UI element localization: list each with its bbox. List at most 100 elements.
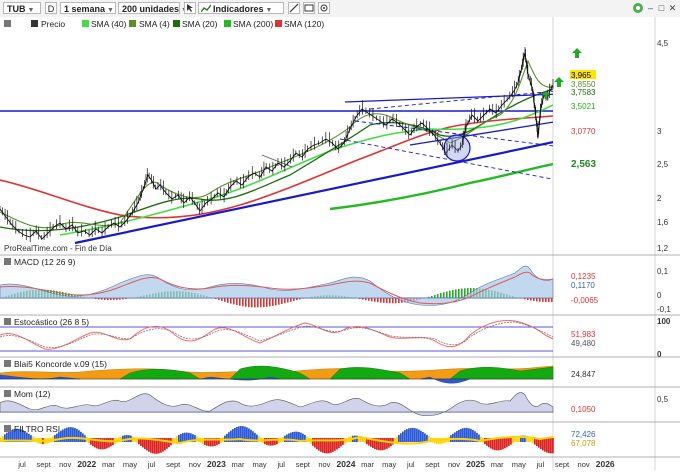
rsi-bar [550,438,552,453]
indicators-button[interactable]: Indicadores▼ [198,2,284,14]
rsi-filter-value: 67,078 [571,439,596,448]
legend-swatch-sma200 [224,20,231,27]
x-axis-label: jul [147,460,156,469]
x-axis-label: sept [166,460,181,469]
legend-swatch-sma120 [275,20,282,27]
rsi-bar [504,438,506,448]
rsi-bar [414,428,416,442]
macd-hist-bar [233,298,235,304]
rsi-bar [460,429,462,442]
settings-icon[interactable] [4,360,11,367]
price-tick: 2 [657,194,662,203]
maximize-icon[interactable]: □ [656,3,667,14]
symbol-label: TUB [7,4,26,14]
macd-tick-zero: 0 [657,291,662,300]
rsi-bar [416,429,418,442]
macd-hist-bar [248,298,250,307]
settings-icon[interactable] [4,390,11,397]
sma120-value: 3,0770 [571,127,596,136]
price-tick: 1,6 [657,218,669,227]
stoch-k-value: 51,983 [571,330,596,339]
rsi-bar [382,438,384,450]
rsi-bar [506,438,508,447]
x-axis-label: sept [296,460,311,469]
settings-icon[interactable] [4,20,11,27]
koncorde-green-area [120,366,553,379]
x-axis-label: 2023 [207,459,226,469]
stochastic-panel[interactable]: Estocástico (26 8 5) 100 0 51,983 49,480 [0,315,680,359]
macd-tick-neg: -0,1 [657,305,671,314]
symbol-selector[interactable]: TUB▼ [3,2,41,14]
d-button[interactable]: D [45,2,57,14]
x-axis-label: nov [578,460,590,469]
legend-sma40: SMA (40) [91,19,127,29]
settings-icon[interactable] [4,318,11,325]
macd-hist-bar [380,298,382,303]
macd-tick-pos: 0,1 [657,267,669,276]
x-axis-label: 2026 [596,459,615,469]
legend-sma4: SMA (4) [139,19,170,29]
rsi-bar [400,433,402,442]
rsi-bar [60,431,62,442]
macd-hist-bar [365,298,367,300]
macd-hist-bar [230,298,232,304]
rsi-bar [266,438,268,445]
macd-hist-bar [263,298,265,307]
draw-tool-icon[interactable] [288,2,300,14]
price-tick: 4,5 [657,39,669,48]
chart-svg[interactable]: Precio SMA (40) SMA (4) SMA (20) SMA (20… [0,17,680,470]
price-panel[interactable]: Precio SMA (40) SMA (4) SMA (20) SMA (20… [0,17,680,470]
source-label: ProRealTime.com - Fin de Día [4,244,112,253]
close-icon[interactable]: ✕ [667,3,678,14]
rsi-bar [78,430,80,442]
macd-hist-bar [113,298,115,300]
macd-hist-bar [227,298,229,303]
momentum-panel[interactable]: Mom (12) 0,5 0,1050 [0,387,680,416]
sma20-value: 3,7583 [571,88,596,97]
pointer-icon[interactable] [184,2,196,14]
settings-icon[interactable] [318,2,330,14]
rsi-panel[interactable]: FILTRO RSI 72,426 67,078 [0,422,680,454]
x-axis-label: jul [17,460,26,469]
rsi-bar [452,434,454,442]
legend-price: Precio [41,19,65,29]
macd-hist-bar [542,298,544,302]
x-axis-label: mar [102,460,115,469]
timeframe-selector[interactable]: 1 semana▼ [60,2,116,14]
x-axis-label: nov [448,460,460,469]
settings-icon[interactable] [4,425,11,432]
rsi-bar [286,435,288,442]
macd-hist-bar [461,289,463,298]
minimize-icon[interactable]: – [645,3,656,14]
rsi-bar [396,437,398,442]
macd-panel[interactable]: MACD (12 26 9) 0 -0,1 0,1 0,1235 0,1170 … [0,255,680,314]
macd-hist-bar [377,298,379,302]
rsi-bar [72,427,74,442]
macd-hist-bar [284,298,286,303]
macd-hist-bar [266,298,268,307]
macd-hist-bar [446,291,448,298]
chart-area[interactable]: Precio SMA (40) SMA (4) SMA (20) SMA (20… [0,17,680,470]
macd-hist-bar [221,298,223,301]
price-tick: 2,5 [657,160,669,169]
alert-icon[interactable] [632,2,644,14]
x-axis-label: jul [276,460,285,469]
x-axis-label: may [253,460,267,469]
window-icon[interactable] [303,2,315,14]
highlight-circle[interactable] [444,135,470,161]
macd-hist-bar [539,298,541,302]
legend-swatch-sma20 [173,20,180,27]
rsi-bar [398,435,400,442]
macd-hist-bar [437,294,439,298]
rsi-bar [456,431,458,442]
rsi-bar [502,438,504,449]
last-price-label: 3,965 [571,71,592,80]
koncorde-panel[interactable]: Blai5 Koncorde v.09 (15) 24,847 [0,357,680,383]
rsi-bar [180,434,182,442]
settings-icon[interactable] [4,258,11,265]
momentum-label: Mom (12) [14,389,51,399]
units-selector[interactable]: 200 unidades▼ [118,2,180,14]
price-tick: 3 [657,127,662,136]
macd-hist-bar [443,292,445,298]
